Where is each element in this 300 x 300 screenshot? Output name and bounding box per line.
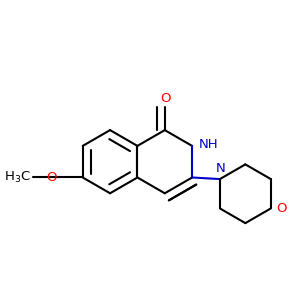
Text: O: O <box>276 202 286 215</box>
Text: NH: NH <box>199 138 219 151</box>
Text: N: N <box>215 162 225 175</box>
Text: H$_3$C: H$_3$C <box>4 170 31 185</box>
Text: O: O <box>47 171 57 184</box>
Text: O: O <box>161 92 171 105</box>
